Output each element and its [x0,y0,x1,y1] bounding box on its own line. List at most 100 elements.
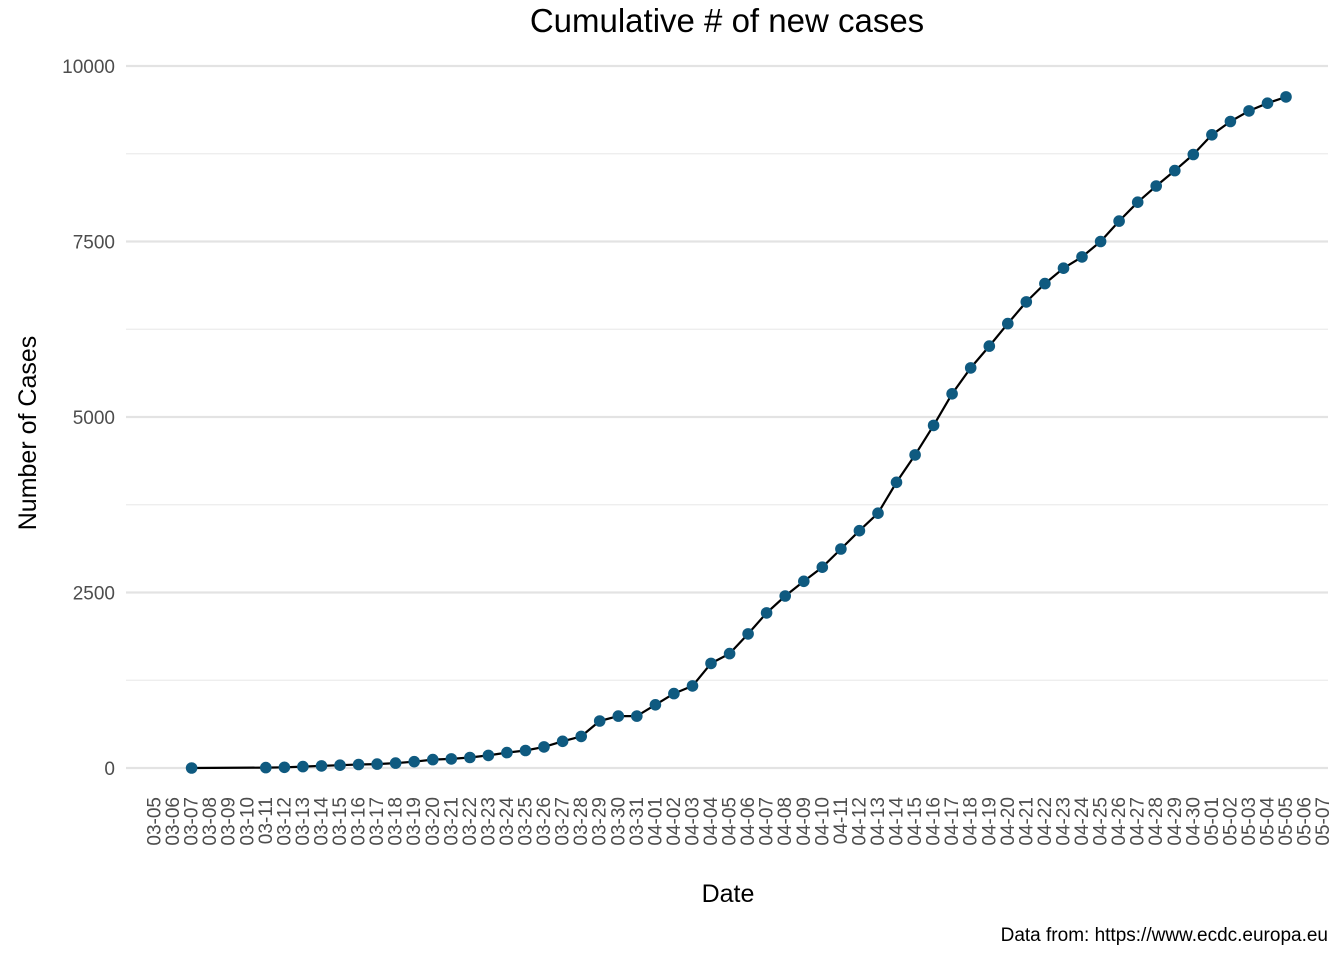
x-tick-label: 03-20 [423,797,444,846]
data-point [760,607,773,619]
x-tick-label: 04-18 [961,797,982,846]
x-tick-label: 04-08 [775,797,796,846]
data-point [1150,180,1162,192]
x-tick-label: 04-25 [1091,797,1112,846]
data-point [649,699,662,711]
data-point [964,362,977,374]
x-tick-label: 04-26 [1109,797,1130,846]
x-tick-label: 04-22 [1035,797,1056,846]
x-tick-label: 03-09 [219,797,240,846]
data-point [315,760,328,772]
x-tick-label: 03-15 [330,797,351,846]
x-tick-label: 04-14 [887,797,908,846]
x-tick-label: 03-30 [608,797,629,846]
data-point [185,762,198,774]
x-axis-ticks: 03-0503-0603-0703-0803-0903-1003-1103-12… [145,797,1335,846]
x-tick-label: 03-08 [200,797,221,846]
data-point [1113,215,1125,227]
data-point [1094,235,1107,248]
x-tick-label: 04-29 [1165,797,1186,846]
x-tick-label: 03-11 [256,797,277,844]
series-layer [185,91,1292,774]
x-tick-label: 03-22 [460,797,481,846]
x-tick-label: 05-03 [1239,797,1260,846]
x-tick-label: 04-19 [979,797,1000,846]
y-tick-label: 10000 [62,57,115,78]
x-tick-label: 04-02 [664,797,685,846]
data-point [723,647,736,660]
x-tick-label: 03-16 [349,797,370,846]
x-axis-title: Date [702,880,755,908]
data-point [482,749,495,762]
data-point [872,507,884,519]
data-point [1261,97,1274,109]
data-point [742,628,754,640]
x-tick-label: 03-10 [237,797,258,846]
data-point [260,761,272,774]
x-tick-label: 04-24 [1072,797,1093,846]
data-point [946,388,958,400]
x-tick-label: 03-24 [497,797,518,846]
data-point [1002,317,1014,330]
data-point [779,590,791,602]
x-tick-label: 05-04 [1258,797,1279,846]
x-tick-label: 03-26 [534,797,555,846]
data-point [686,680,699,692]
x-tick-label: 04-09 [794,797,815,846]
x-tick-label: 03-21 [441,797,462,846]
x-tick-label: 05-05 [1276,797,1297,846]
x-tick-label: 03-06 [163,797,184,846]
data-point [983,340,996,352]
x-tick-label: 04-04 [701,797,722,846]
data-point [1243,105,1255,117]
x-tick-label: 03-27 [553,797,574,846]
data-point [334,759,346,771]
x-tick-label: 04-05 [720,797,741,846]
data-point [705,657,717,670]
y-tick-label: 0 [104,759,115,780]
x-tick-label: 04-13 [868,797,889,846]
x-tick-label: 03-17 [367,797,388,846]
data-point [556,735,569,748]
y-tick-label: 7500 [73,233,115,254]
x-tick-label: 03-12 [274,797,295,846]
data-point [1187,148,1200,161]
data-point [278,761,291,774]
data-point [1169,164,1181,177]
gridlines [126,64,1328,770]
x-tick-label: 04-21 [1016,797,1037,846]
data-point [668,687,680,700]
x-tick-label: 03-23 [478,797,499,846]
data-point [909,449,921,461]
data-point [519,744,532,757]
data-point [538,741,550,753]
x-tick-label: 04-12 [849,797,870,846]
data-point [297,760,309,773]
x-tick-label: 04-17 [942,797,963,846]
x-tick-label: 03-25 [516,797,537,846]
y-tick-label: 2500 [73,584,115,605]
data-point [575,730,587,743]
data-point [612,710,625,722]
data-point [427,753,439,766]
x-tick-label: 03-13 [293,797,314,846]
x-tick-label: 05-07 [1313,797,1334,846]
data-point [798,575,810,588]
data-point [1076,251,1088,263]
data-point [445,753,458,765]
data-point [593,715,606,727]
data-point [631,710,643,722]
data-point [352,758,365,771]
x-tick-label: 03-18 [386,797,407,846]
y-axis-ticks: 0 2500 5000 7500 10000 [62,57,115,780]
x-tick-label: 04-28 [1146,797,1167,846]
x-tick-label: 04-15 [905,797,926,846]
x-tick-label: 03-14 [312,797,333,846]
data-point [1280,91,1292,103]
x-tick-label: 05-06 [1295,797,1316,846]
data-point [1057,262,1070,275]
data-point [853,524,866,537]
x-tick-label: 05-02 [1220,797,1241,846]
x-tick-label: 04-01 [645,797,666,846]
data-point [927,419,940,432]
